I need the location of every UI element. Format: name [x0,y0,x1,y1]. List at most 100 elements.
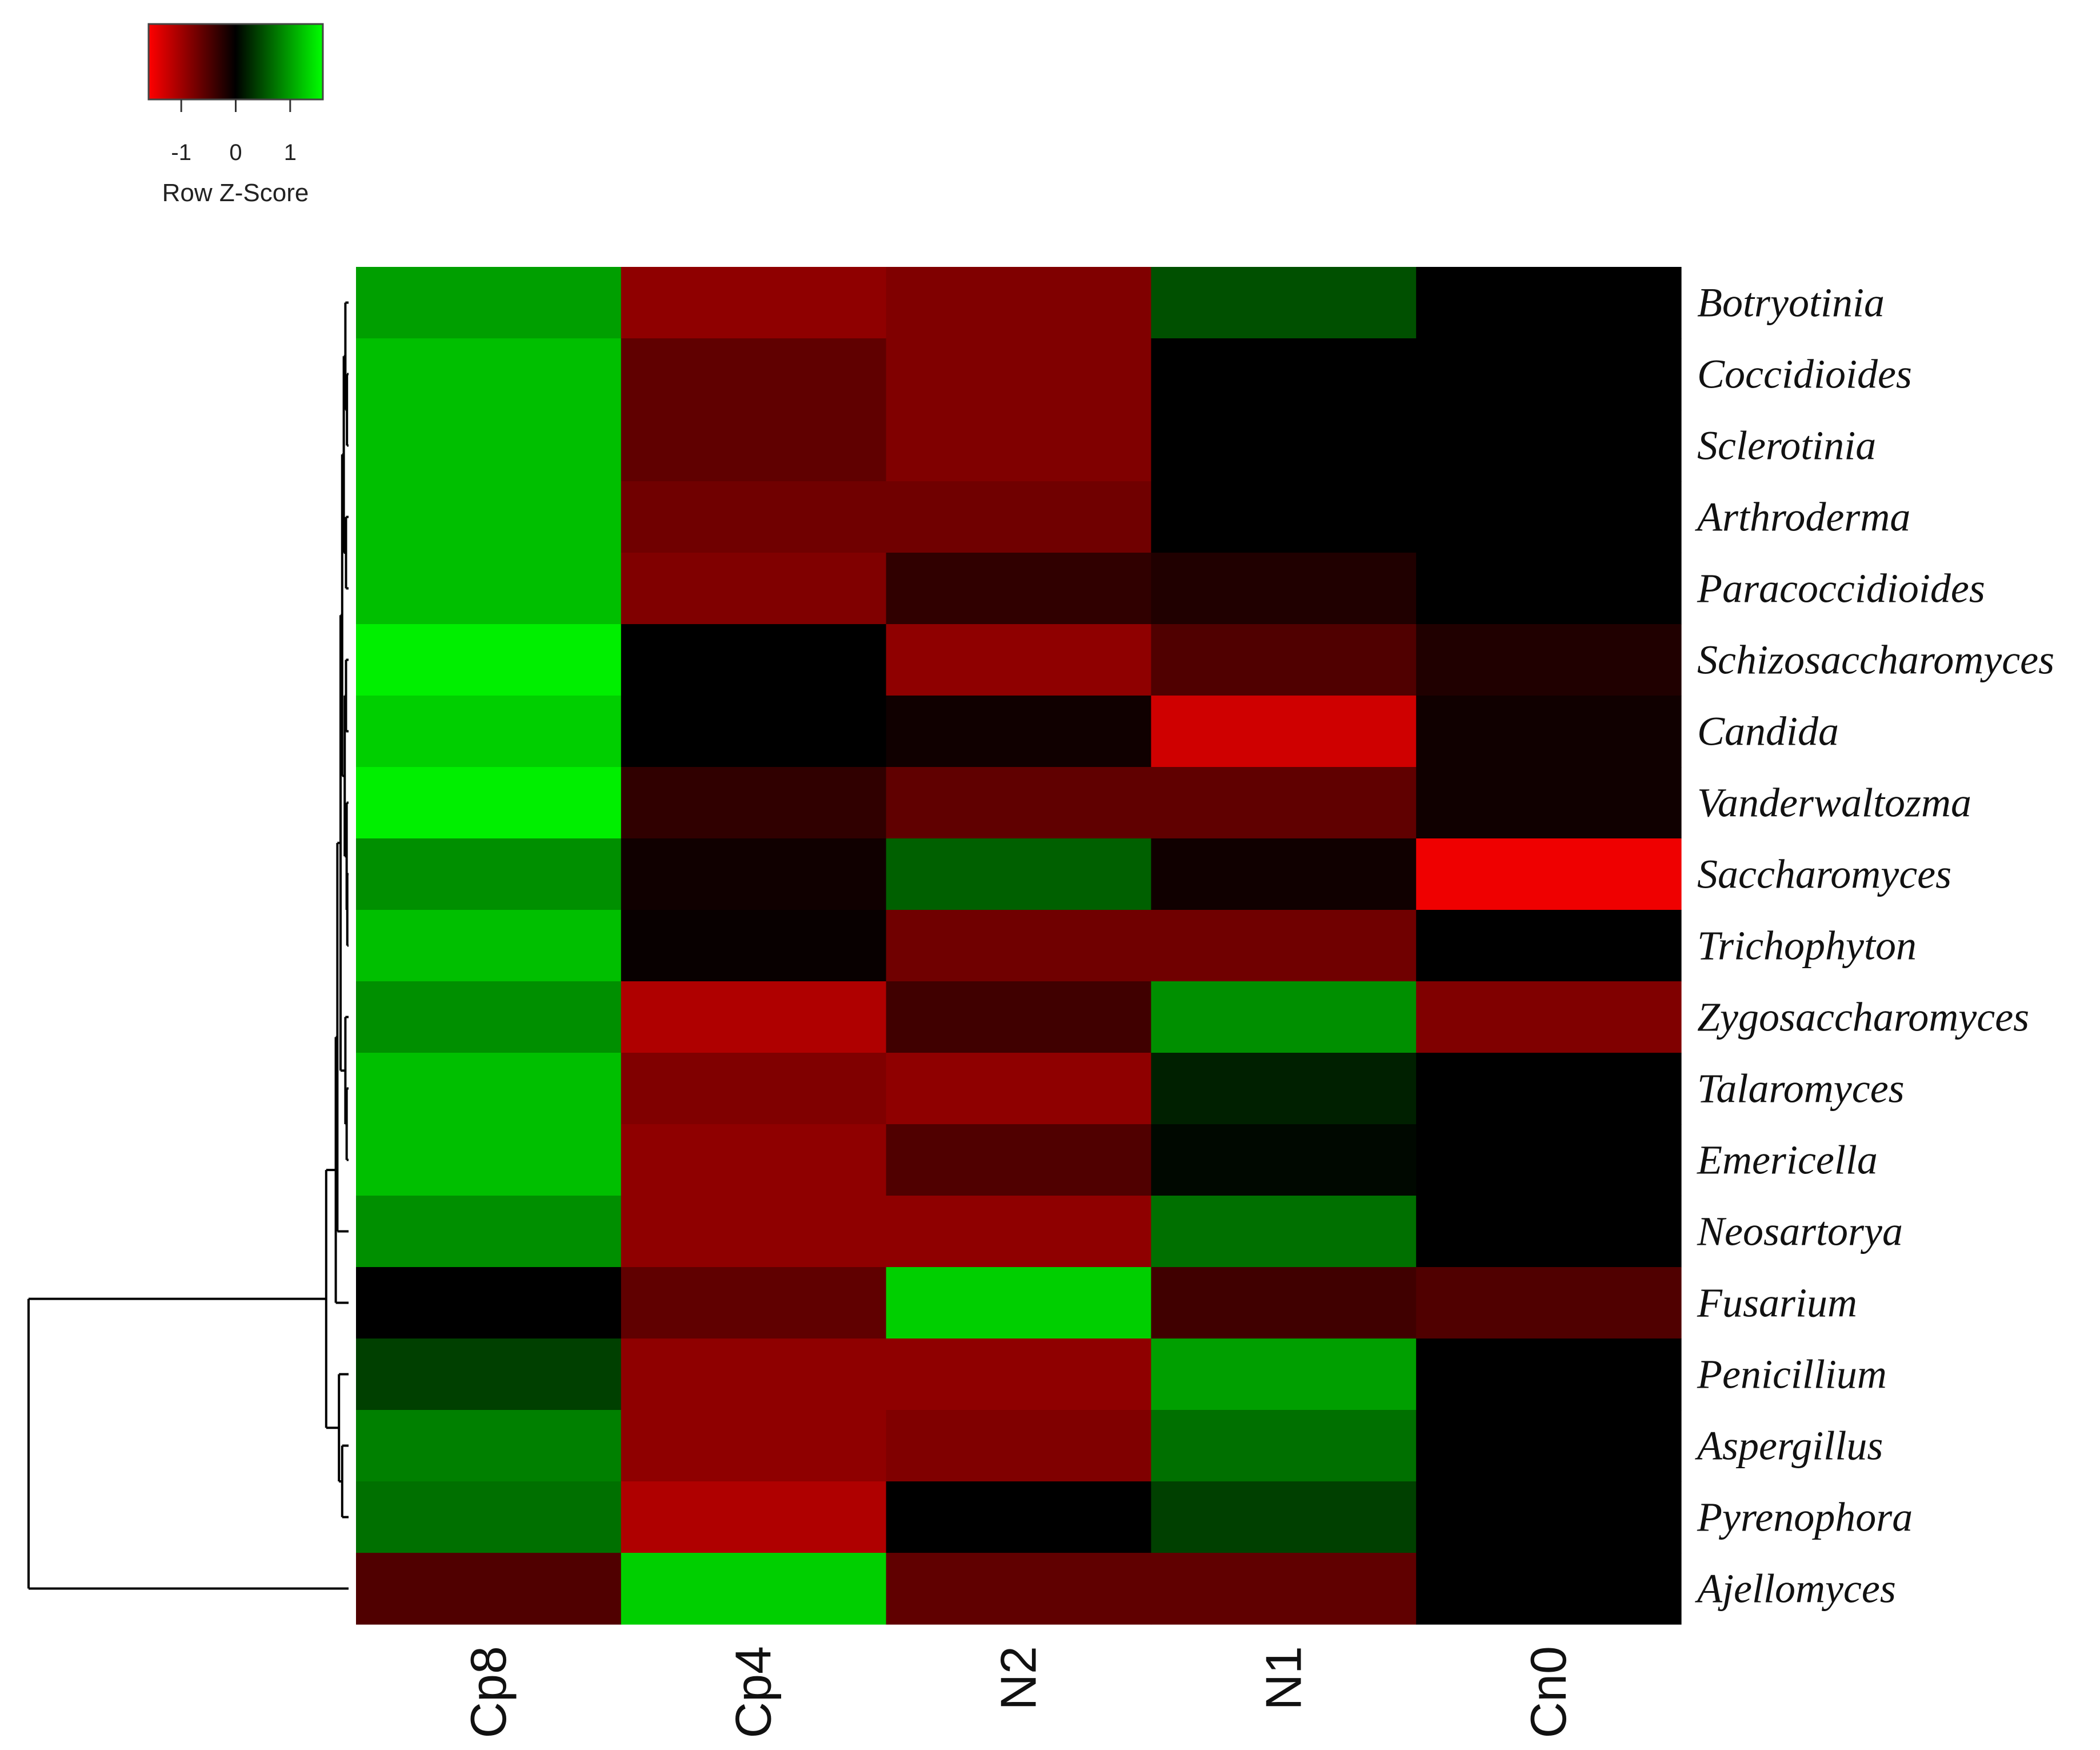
row-label: Aspergillus [1695,1423,1883,1469]
heatmap-cell [886,1339,1151,1411]
heatmap-cell [886,1053,1151,1125]
row-label: Penicillium [1697,1352,1887,1397]
row-label: Botryotinia [1697,280,1885,326]
heatmap-cell [621,1267,887,1339]
heatmap-cell [621,767,887,839]
heatmap-cell [356,1124,622,1196]
heatmap-cell [621,553,887,625]
color-key-tick-label: 1 [284,140,297,165]
heatmap-cell [886,553,1151,625]
color-key-bar [147,23,324,101]
heatmap-cell [886,696,1151,768]
color-key-axis: -1 0 1 [171,99,297,165]
heatmap-cell [621,1481,887,1553]
heatmap-cell [356,910,622,982]
heatmap-cell [621,838,887,910]
heatmap-cell [1151,910,1417,982]
row-label: Candida [1697,709,1839,754]
heatmap-cell [621,1124,887,1196]
heatmap-cell [1416,910,1682,982]
heatmap-cell [886,338,1151,410]
heatmap-cell [356,1196,622,1268]
heatmap-cell [886,838,1151,910]
row-label: Pyrenophora [1697,1495,1913,1540]
heatmap-cell [1416,767,1682,839]
heatmap-cell [356,1339,622,1411]
heatmap-cell [1416,1053,1682,1125]
heatmap-cell [356,1553,622,1625]
heatmap-cell [1151,267,1417,339]
heatmap-cell [1151,1481,1417,1553]
heatmap-cell [886,1553,1151,1625]
heatmap-cell [1416,1481,1682,1553]
heatmap-cell [356,1267,622,1339]
heatmap-cell [621,1196,887,1268]
heatmap-cell [886,1267,1151,1339]
color-key-title: Row Z-Score [162,179,309,207]
heatmap-cell [1416,1410,1682,1482]
heatmap-cell [886,481,1151,553]
row-labels: Botryotinia Coccidioides Sclerotinia Arthro… [1695,280,2054,1612]
heatmap-cell [356,1481,622,1553]
heatmap-cell [1151,981,1417,1053]
heatmap-cell [356,1053,622,1125]
heatmap-cell [621,624,887,696]
heatmap-cell [1151,1410,1417,1482]
heatmap-cell [621,1339,887,1411]
row-label: Trichophyton [1697,923,1917,969]
row-label: Ajellomyces [1695,1566,1896,1612]
heatmap-cell [1151,838,1417,910]
heatmap-cell [1151,1124,1417,1196]
heatmap-cell [1416,481,1682,553]
row-label: Neosartorya [1697,1209,1903,1254]
heatmap-cell [1151,410,1417,482]
heatmap-cell [1151,1553,1417,1625]
heatmap-cell [356,624,622,696]
heatmap-cell [621,1410,887,1482]
heatmap-cell [886,267,1151,339]
heatmap-cell [1151,767,1417,839]
column-label: Cn0 [1520,1646,1577,1738]
heatmap-cell [356,338,622,410]
heatmap-cell [1151,1339,1417,1411]
row-label: Paracoccidioides [1697,566,1985,612]
heatmap-cell [621,1553,887,1625]
heatmap-cell [1416,1124,1682,1196]
heatmap-cell [1416,1553,1682,1625]
heatmap-cell [356,267,622,339]
heatmap-cell [886,1481,1151,1553]
heatmap-cell [1416,267,1682,339]
heatmap-cell [1416,1196,1682,1268]
heatmap-cells [356,267,1682,1625]
heatmap-cell [886,1196,1151,1268]
heatmap-cell [356,767,622,839]
heatmap-cell [356,410,622,482]
heatmap-cell [621,910,887,982]
heatmap-cell [621,481,887,553]
heatmap-cell [1416,624,1682,696]
row-label: Schizosaccharomyces [1697,637,2054,683]
heatmap-cell [886,410,1151,482]
column-label: N1 [1255,1646,1311,1711]
heatmap-cell [1416,553,1682,625]
color-key: -1 0 1 Row Z-Score [147,23,324,207]
color-key-tick-label: -1 [171,140,191,165]
heatmap-cell [1416,338,1682,410]
column-label: Cp8 [460,1646,517,1738]
heatmap-cell [356,481,622,553]
heatmap-cell [621,981,887,1053]
heatmap-cell [886,1410,1151,1482]
column-labels: Cp8 Cp4 N2 N1 Cn0 [460,1646,1577,1738]
row-label: Vanderwaltozma [1697,780,1971,826]
heatmap-cell [621,267,887,339]
heatmap-cell [1151,338,1417,410]
color-key-tick-label: 0 [229,140,242,165]
heatmap-cell [1151,696,1417,768]
row-label: Arthroderma [1695,494,1910,540]
heatmap-cell [886,767,1151,839]
heatmap-cell [356,553,622,625]
heatmap-cell [1416,410,1682,482]
row-label: Emericella [1697,1137,1878,1183]
heatmap-cell [1151,553,1417,625]
